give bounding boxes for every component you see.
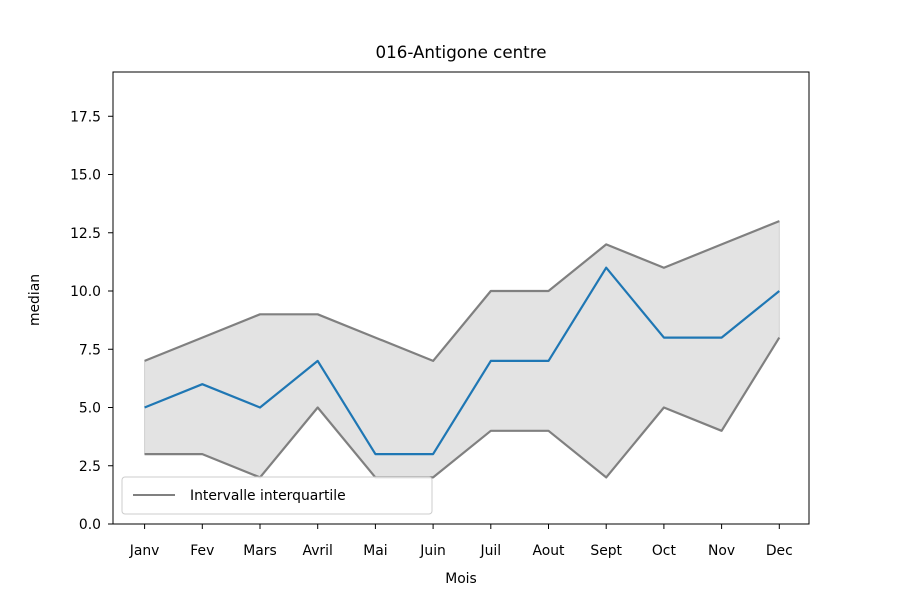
- chart-title: 016-Antigone centre: [376, 42, 547, 62]
- y-tick-label: 5.0: [79, 401, 101, 417]
- y-tick-label: 15.0: [70, 168, 101, 184]
- legend-box: [121, 476, 433, 515]
- x-tick-label: Janv: [129, 543, 160, 559]
- y-tick-label: 7.5: [79, 342, 101, 358]
- x-tick-label: Sept: [590, 543, 622, 559]
- y-axis-label: median: [27, 274, 43, 326]
- x-axis: Janv Fev Mars Avril Mai Juin Juil Aout Sept Oct No…: [129, 524, 793, 559]
- x-tick-label: Juil: [479, 543, 501, 559]
- x-tick-label: Avril: [303, 543, 333, 559]
- x-tick-label: Aout: [532, 543, 565, 559]
- x-tick-label: Fev: [190, 543, 214, 559]
- plot-frame: [112, 71, 810, 525]
- lower-quartile-line: [144, 337, 781, 479]
- series-lines: [144, 220, 781, 479]
- upper-quartile-line: [144, 220, 780, 363]
- x-tick-label: Oct: [652, 543, 677, 559]
- y-tick-label: 0.0: [79, 517, 101, 533]
- y-tick-label: 10.0: [70, 284, 101, 300]
- x-tick-label: Dec: [766, 543, 793, 559]
- legend: Intervalle interquartile: [121, 476, 433, 515]
- y-tick-label: 17.5: [70, 109, 101, 125]
- legend-label: Intervalle interquartile: [190, 488, 346, 504]
- y-tick-label: 2.5: [79, 459, 101, 475]
- x-tick-label: Juin: [419, 543, 446, 559]
- x-axis-label: Mois: [445, 571, 477, 587]
- x-tick-label: Mars: [243, 543, 276, 559]
- x-tick-label: Mai: [363, 543, 387, 559]
- y-tick-label: 12.5: [70, 226, 101, 242]
- y-axis: 0.0 2.5 5.0 7.5 10.0 12.5 15.0 17.5: [70, 109, 113, 533]
- median-line: [144, 266, 780, 456]
- x-tick-label: Nov: [708, 543, 735, 559]
